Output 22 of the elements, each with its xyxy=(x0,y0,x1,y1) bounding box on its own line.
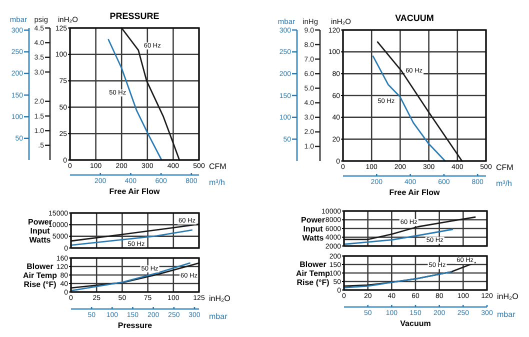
x-axis-title: inH₂O xyxy=(497,292,518,301)
x2-axis-title: m³/h xyxy=(496,179,512,188)
chart-title: VACUUM xyxy=(395,13,434,23)
line-series xyxy=(343,228,454,245)
line-series xyxy=(108,38,162,161)
text: Free Air Flow xyxy=(109,187,160,196)
y-axis-title: Blower Air Temp Rise (°F) xyxy=(22,262,58,289)
y-axis-title: Blower Air Temp Rise (°F) xyxy=(296,260,330,287)
y-axis-title: Power Input Watts xyxy=(300,216,326,242)
x-axis-title: CFM xyxy=(496,163,514,172)
x2-axis-title: mbar xyxy=(497,310,516,319)
line-series xyxy=(372,56,446,162)
x-axis-title: CFM xyxy=(209,162,227,171)
text: Free Air Flow xyxy=(389,188,440,197)
text: Pressure xyxy=(118,321,153,330)
x-axis-title: inH₂O xyxy=(209,294,230,303)
line-series xyxy=(70,229,193,246)
x2-axis-title: m³/h xyxy=(209,178,225,187)
chart-title: PRESSURE xyxy=(110,11,160,21)
text: Vacuum xyxy=(400,319,431,328)
x2-axis-title: mbar xyxy=(209,312,228,321)
line-series xyxy=(343,271,452,288)
